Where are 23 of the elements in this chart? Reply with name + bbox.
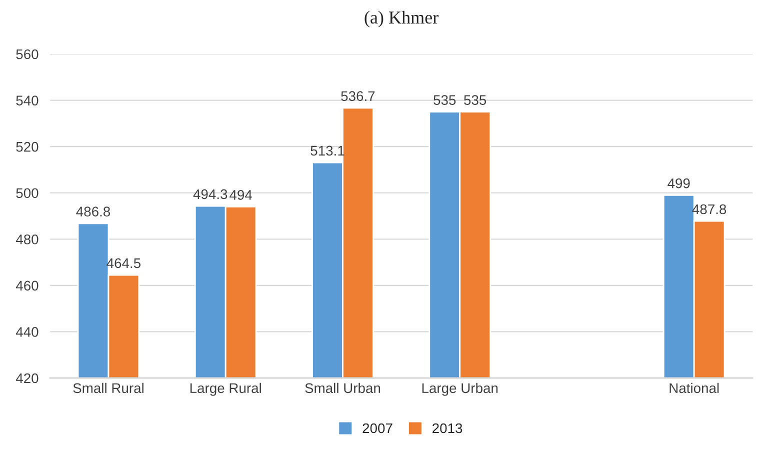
y-tick-label: 460 xyxy=(16,280,38,291)
y-tick-label: 440 xyxy=(16,327,38,337)
y-tick-label: 560 xyxy=(16,49,38,60)
y-tick-label: 540 xyxy=(16,96,38,106)
data-label: 486.8 xyxy=(76,206,110,216)
data-label: 535 xyxy=(434,95,456,105)
x-tick-label: Large Urban xyxy=(422,382,498,396)
chart-title: (a) Khmer xyxy=(364,10,438,28)
y-tick-label: 420 xyxy=(16,373,38,384)
x-tick-label: National xyxy=(670,382,719,394)
data-label: 535 xyxy=(464,95,486,105)
data-label: 494.3 xyxy=(193,189,228,200)
x-tick-label: Small Urban xyxy=(305,382,380,394)
legend-label: 2013 xyxy=(432,423,462,434)
y-tick-label: 500 xyxy=(16,188,38,198)
x-tick-label: Small Rural xyxy=(73,382,144,394)
data-label: 494 xyxy=(230,190,252,200)
data-label: 536.7 xyxy=(341,91,375,102)
y-tick-label: 520 xyxy=(16,142,38,152)
legend-label: 2007 xyxy=(362,423,392,434)
y-tick-label: 480 xyxy=(16,234,38,244)
data-label: 499 xyxy=(668,178,690,188)
x-tick-label: Large Rural xyxy=(190,382,261,396)
